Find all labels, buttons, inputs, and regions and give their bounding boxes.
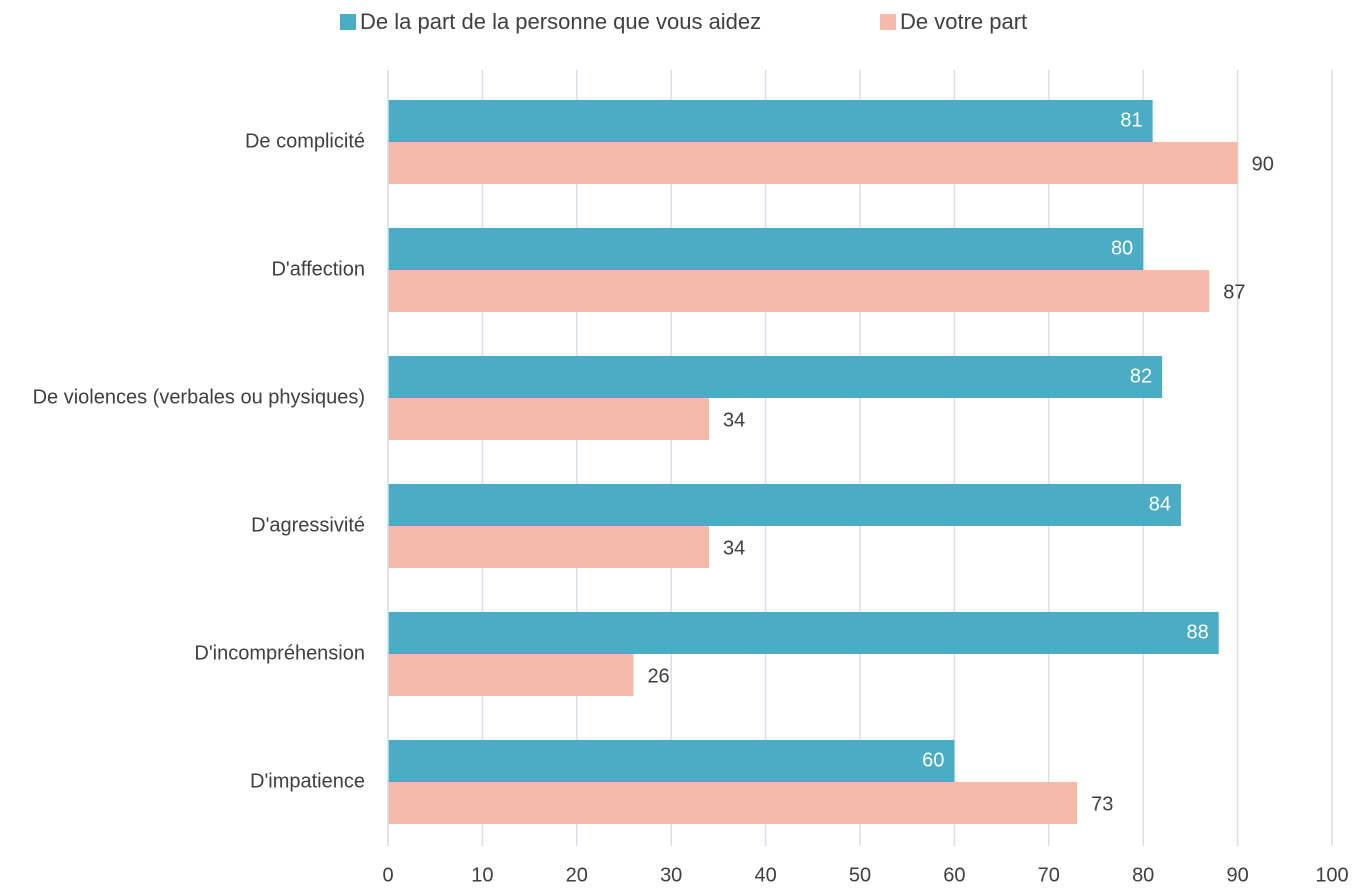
y-tick-label: D'affection: [271, 258, 365, 280]
value-label: 82: [1130, 365, 1152, 387]
bar: [388, 228, 1144, 270]
bar: [388, 270, 1210, 312]
value-label: 34: [723, 537, 745, 559]
bar: [388, 356, 1163, 398]
bar: [388, 398, 709, 440]
bar: [388, 612, 1219, 654]
value-label: 87: [1223, 281, 1245, 303]
x-tick-label: 30: [660, 864, 682, 886]
value-label: 88: [1186, 621, 1208, 643]
bar: [388, 484, 1181, 526]
legend-label: De votre part: [900, 9, 1027, 34]
x-tick-label: 10: [471, 864, 493, 886]
bar: [388, 654, 634, 696]
value-label: 73: [1091, 793, 1113, 815]
legend-swatch: [880, 14, 896, 30]
y-tick-label: D'agressivité: [251, 514, 365, 536]
x-tick-label: 90: [1226, 864, 1248, 886]
bar: [388, 740, 955, 782]
bar: [388, 142, 1238, 184]
x-tick-label: 70: [1038, 864, 1060, 886]
x-tick-label: 50: [849, 864, 871, 886]
x-tick-label: 0: [382, 864, 393, 886]
x-tick-label: 40: [754, 864, 776, 886]
value-label: 84: [1149, 493, 1171, 515]
value-label: 81: [1120, 109, 1142, 131]
value-label: 60: [922, 749, 944, 771]
y-tick-label: De violences (verbales ou physiques): [33, 386, 365, 408]
x-tick-label: 100: [1315, 864, 1348, 886]
x-tick-label: 20: [566, 864, 588, 886]
value-label: 26: [647, 665, 669, 687]
x-tick-label: 60: [943, 864, 965, 886]
bar: [388, 100, 1153, 142]
y-tick-label: De complicité: [245, 130, 365, 152]
bar: [388, 526, 709, 568]
legend-label: De la part de la personne que vous aidez: [360, 9, 761, 34]
value-label: 90: [1252, 153, 1274, 175]
legend-swatch: [340, 14, 356, 30]
x-tick-label: 80: [1132, 864, 1154, 886]
y-tick-label: D'impatience: [250, 770, 365, 792]
y-tick-label: D'incompréhension: [194, 642, 365, 664]
bar: [388, 782, 1078, 824]
value-label: 34: [723, 409, 745, 431]
value-label: 80: [1111, 237, 1133, 259]
